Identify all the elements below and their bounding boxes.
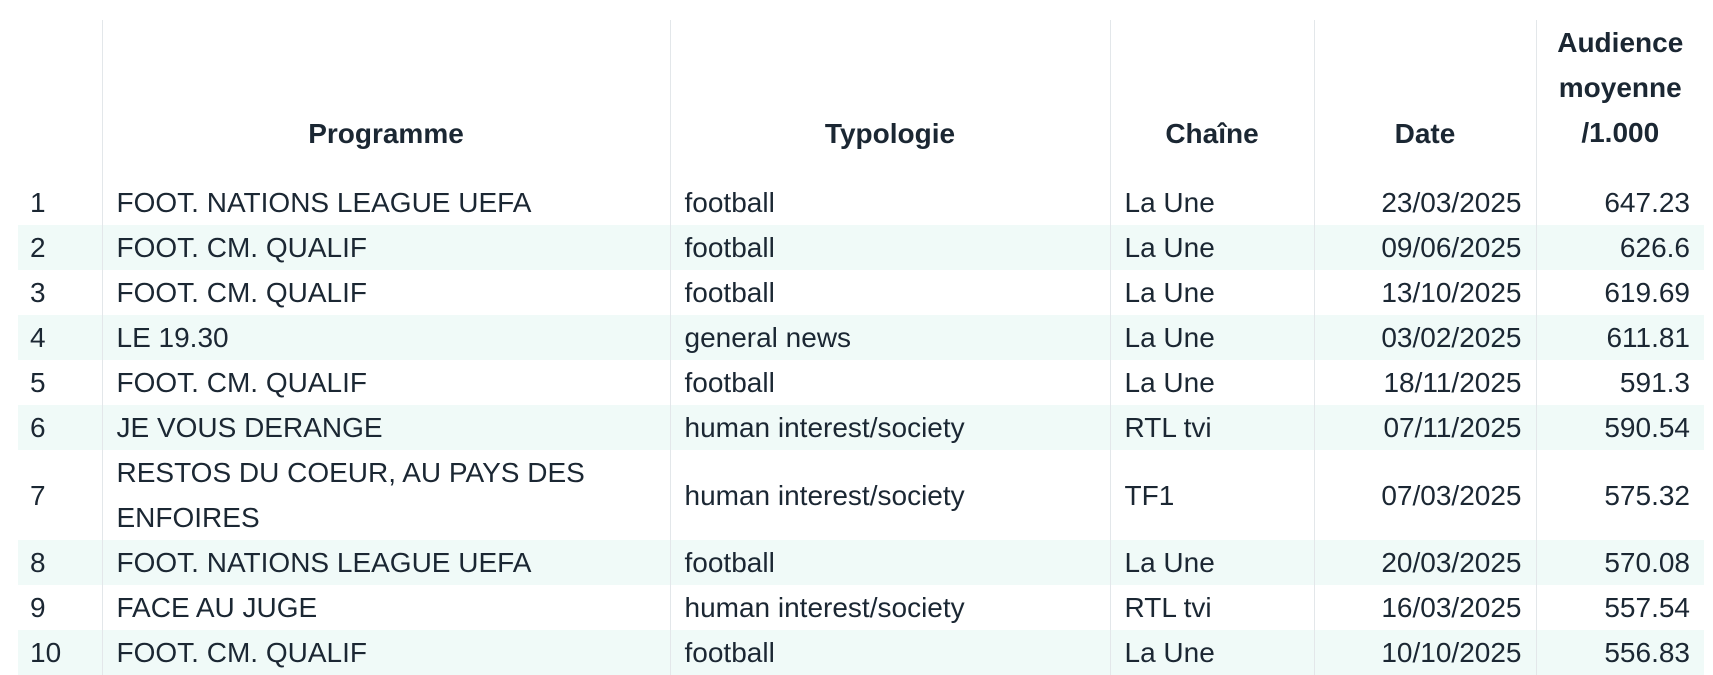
cell-programme: FOOT. CM. QUALIF	[101, 225, 670, 270]
header-rank	[18, 20, 102, 180]
cell-chaine: La Une	[1109, 180, 1314, 225]
header-typologie: Typologie	[669, 20, 1110, 180]
cell-date: 23/03/2025	[1313, 180, 1536, 225]
cell-programme: FOOT. CM. QUALIF	[101, 270, 670, 315]
header-programme: Programme	[101, 20, 670, 180]
cell-chaine: La Une	[1109, 360, 1314, 405]
table-row: 5 FOOT. CM. QUALIF football La Une 18/11/202…	[18, 360, 1704, 405]
cell-programme: JE VOUS DERANGE	[101, 405, 670, 450]
cell-date: 07/03/2025	[1313, 450, 1536, 540]
cell-rank: 7	[30, 479, 46, 511]
cell-programme: FACE AU JUGE	[101, 585, 670, 630]
cell-date: 13/10/2025	[1313, 270, 1536, 315]
cell-rank: 8	[18, 540, 102, 585]
cell-rank: 1	[30, 187, 46, 218]
cell-audience: 611.81	[1535, 315, 1704, 360]
cell-audience: 647.23	[1535, 180, 1704, 225]
table-row: 8 FOOT. NATIONS LEAGUE UEFA football La Une…	[18, 540, 1704, 585]
table-row: 3 FOOT. CM. QUALIF football La Une 13/10/202…	[18, 270, 1704, 315]
header-audience: Audience moyenne /1.000	[1535, 20, 1704, 180]
table-row: 9 FACE AU JUGE human interest/society RTL t…	[18, 585, 1704, 630]
cell-chaine: La Une	[1109, 630, 1314, 675]
table-row: 6 JE VOUS DERANGE human interest/society RT…	[18, 405, 1704, 450]
cell-audience: 557.54	[1535, 585, 1704, 630]
table-row: 7 RESTOS DU COEUR, AU PAYS DES ENFOIRES hu…	[18, 450, 1704, 540]
cell-rank: 6	[18, 405, 102, 450]
header-date: Date	[1313, 20, 1536, 180]
cell-audience: 619.69	[1535, 270, 1704, 315]
audience-table-container: Programme Typologie Chaîne Date Audience…	[18, 20, 1704, 675]
cell-typologie: general news	[669, 315, 1110, 360]
cell-typologie: football	[669, 270, 1110, 315]
cell-programme: LE 19.30	[101, 315, 670, 360]
table-body: 1 FOOT. NATIONS LEAGUE UEFA football La Une…	[18, 180, 1704, 675]
header-chaine: Chaîne	[1109, 20, 1314, 180]
cell-typologie: human interest/society	[669, 585, 1110, 630]
cell-date: 03/02/2025	[1313, 315, 1536, 360]
cell-rank: 2	[18, 225, 102, 270]
cell-typologie: football	[669, 540, 1110, 585]
cell-typologie: football	[669, 630, 1110, 675]
cell-programme: FOOT. NATIONS LEAGUE UEFA	[101, 180, 670, 225]
header-row: Programme Typologie Chaîne Date Audience…	[18, 20, 1704, 180]
cell-chaine: La Une	[1109, 315, 1314, 360]
cell-date: 20/03/2025	[1313, 540, 1536, 585]
cell-rank: 4	[18, 315, 102, 360]
audience-table: Programme Typologie Chaîne Date Audience…	[18, 20, 1704, 675]
cell-rank: 10	[18, 630, 102, 675]
table-row: 10 FOOT. CM. QUALIF football La Une 10/10/20…	[18, 630, 1704, 675]
cell-programme: FOOT. NATIONS LEAGUE UEFA	[101, 540, 670, 585]
table-row: 4 LE 19.30 general news La Une 03/02/2025 611…	[18, 315, 1704, 360]
cell-date: 09/06/2025	[1313, 225, 1536, 270]
cell-rank: 5	[30, 367, 46, 398]
cell-programme: RESTOS DU COEUR, AU PAYS DES ENFOIRES	[101, 450, 670, 540]
cell-date: 07/11/2025	[1313, 405, 1536, 450]
table-row: 2 FOOT. CM. QUALIF football La Une 09/06/202…	[18, 225, 1704, 270]
cell-typologie: football	[669, 360, 1110, 405]
cell-audience: 591.3	[1535, 360, 1704, 405]
cell-audience: 626.6	[1535, 225, 1704, 270]
cell-audience: 590.54	[1535, 405, 1704, 450]
cell-chaine: TF1	[1109, 450, 1314, 540]
cell-typologie: human interest/society	[669, 405, 1110, 450]
cell-date: 16/03/2025	[1313, 585, 1536, 630]
cell-chaine: RTL tvi	[1109, 405, 1314, 450]
cell-programme: FOOT. CM. QUALIF	[101, 630, 670, 675]
cell-chaine: La Une	[1109, 225, 1314, 270]
cell-rank: 9	[30, 592, 46, 623]
cell-audience: 556.83	[1535, 630, 1704, 675]
cell-rank: 3	[30, 277, 46, 308]
cell-programme: FOOT. CM. QUALIF	[101, 360, 670, 405]
table-row: 1 FOOT. NATIONS LEAGUE UEFA football La Une…	[18, 180, 1704, 225]
cell-date: 10/10/2025	[1313, 630, 1536, 675]
cell-date: 18/11/2025	[1313, 360, 1536, 405]
cell-typologie: football	[669, 180, 1110, 225]
cell-audience: 570.08	[1535, 540, 1704, 585]
cell-chaine: La Une	[1109, 540, 1314, 585]
cell-typologie: football	[669, 225, 1110, 270]
cell-chaine: RTL tvi	[1109, 585, 1314, 630]
cell-audience: 575.32	[1535, 450, 1704, 540]
cell-chaine: La Une	[1109, 270, 1314, 315]
cell-typologie: human interest/society	[669, 450, 1110, 540]
